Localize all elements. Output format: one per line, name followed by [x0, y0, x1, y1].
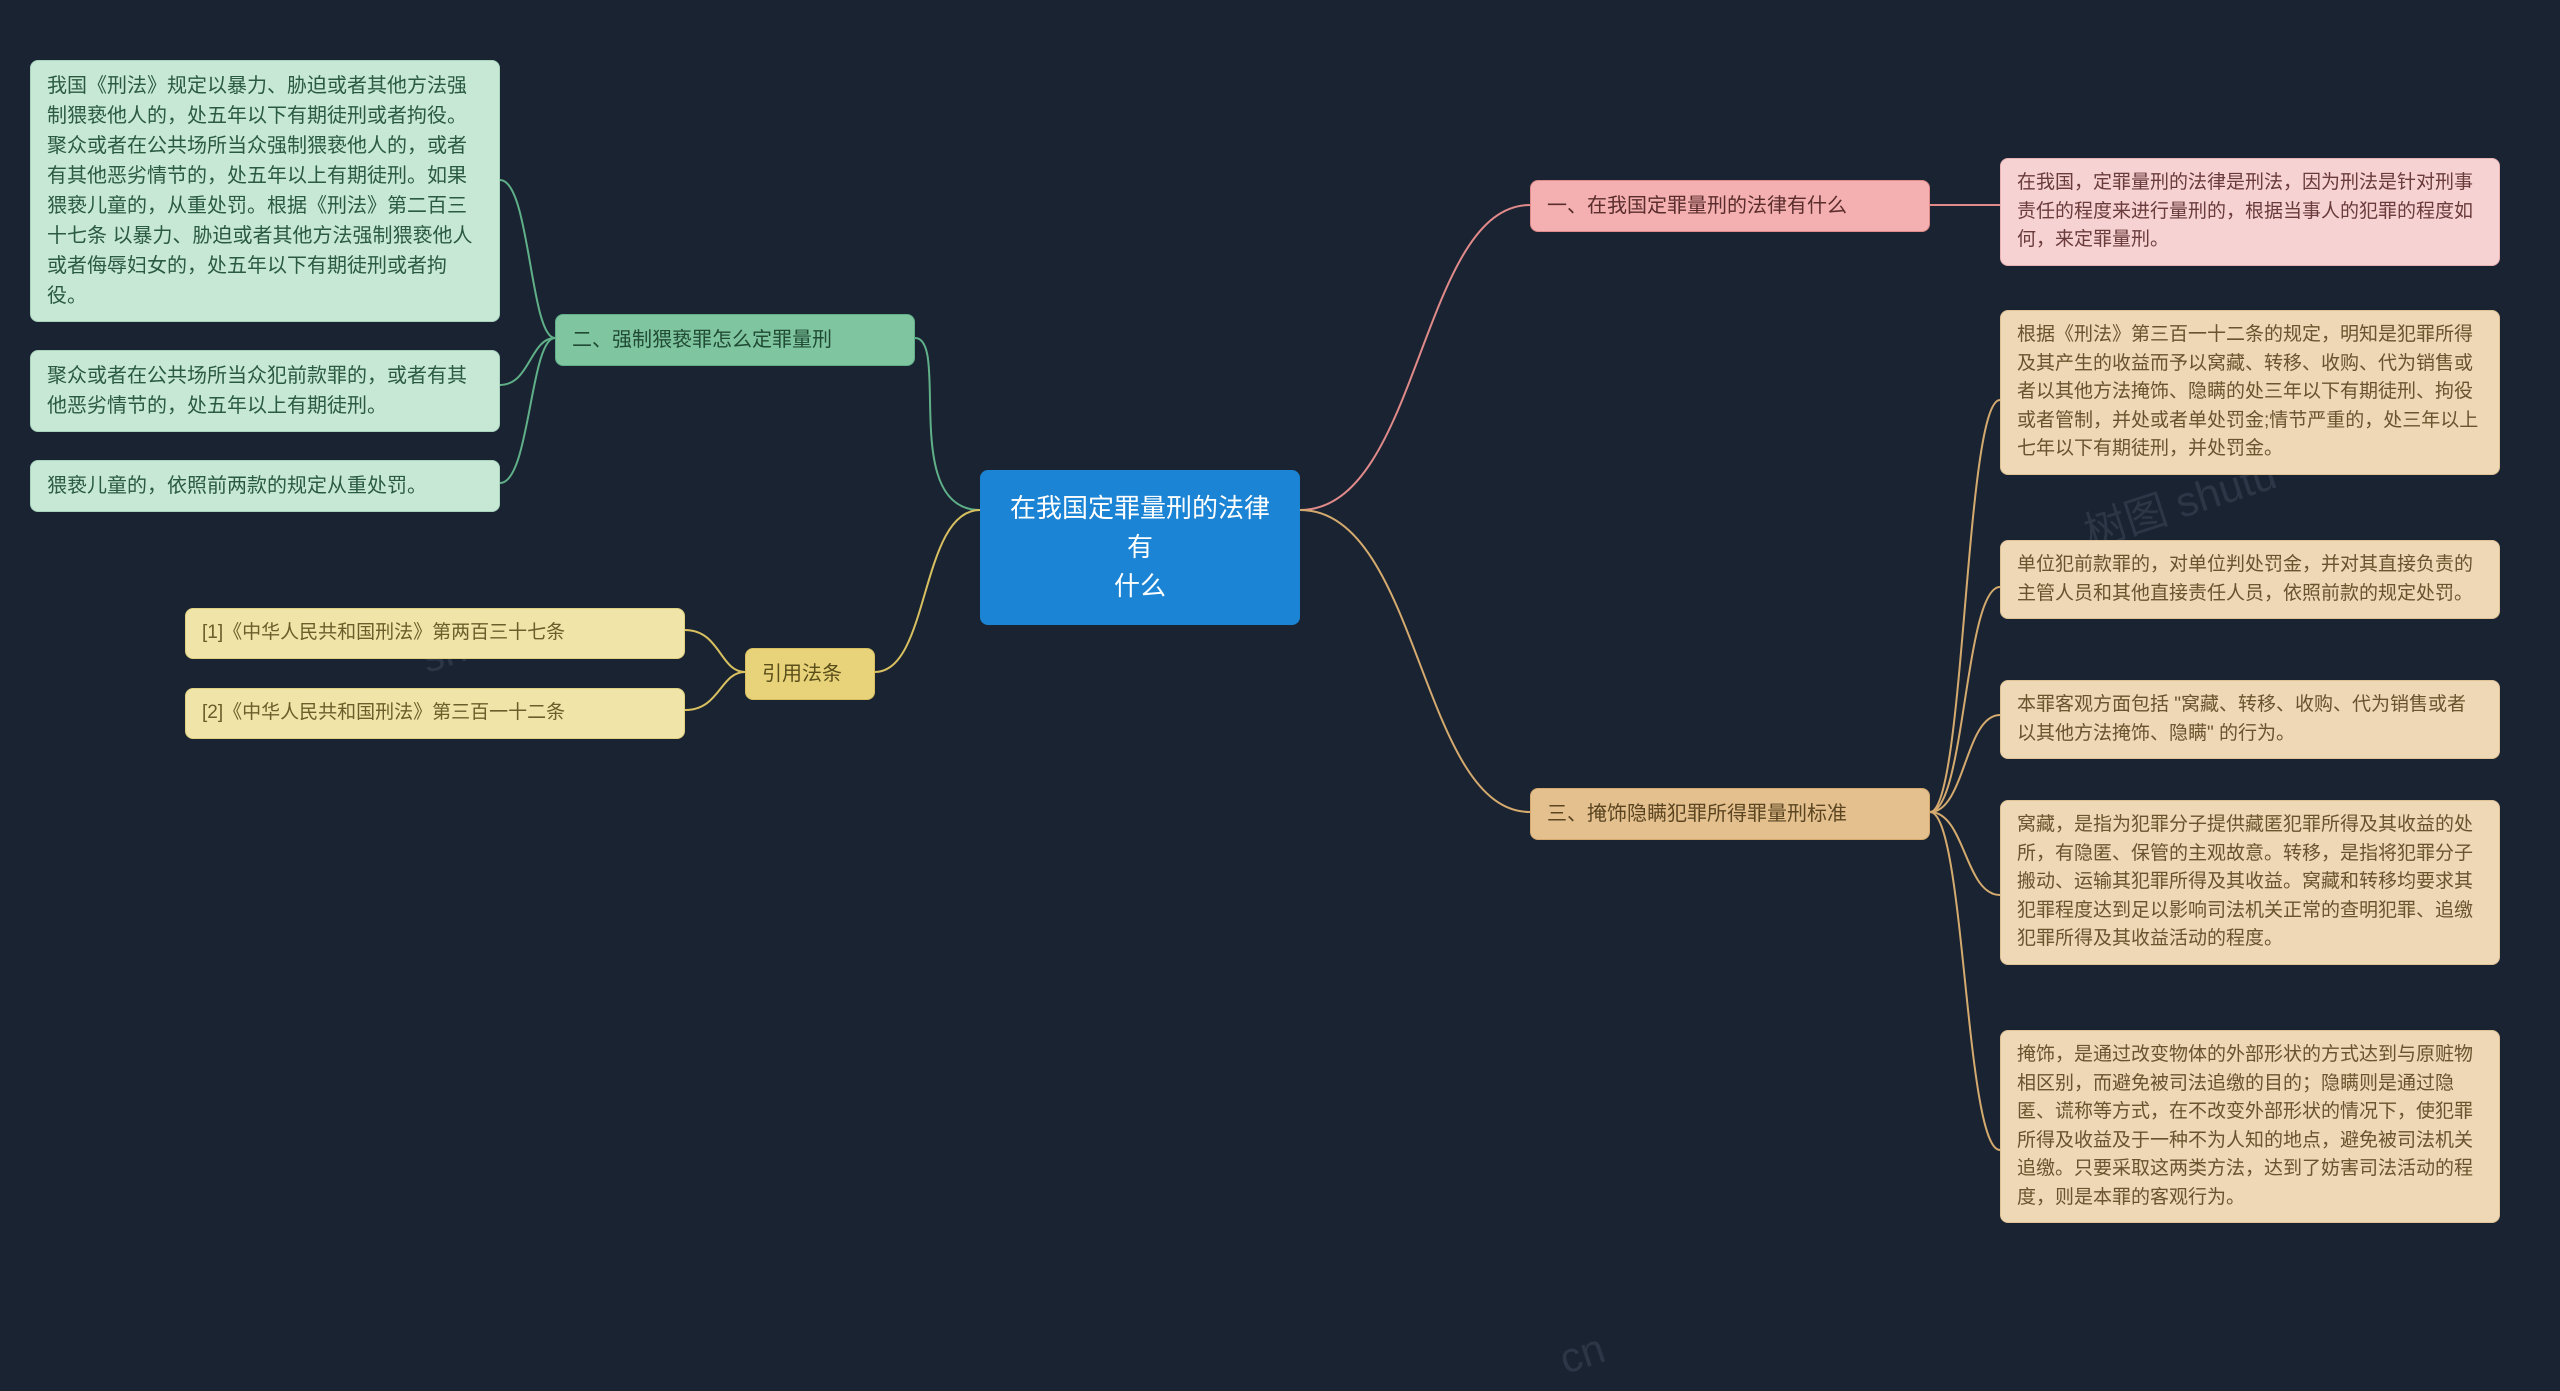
connector-path: [1300, 510, 1530, 812]
leaf-three-1[interactable]: 根据《刑法》第三百一十二条的规定，明知是犯罪所得及其产生的收益而予以窝藏、转移、…: [2000, 310, 2500, 475]
connector-path: [500, 338, 555, 385]
leaf-three-2-text: 单位犯前款罪的，对单位判处罚金，并对其直接负责的主管人员和其他直接责任人员，依照…: [2017, 554, 2473, 604]
leaf-two-3-text: 猥亵儿童的，依照前两款的规定从重处罚。: [47, 475, 427, 497]
connector-path: [1930, 812, 2000, 1150]
leaf-cite-1-text: [1]《中华人民共和国刑法》第两百三十七条: [202, 622, 565, 643]
leaf-two-1-text: 我国《刑法》规定以暴力、胁迫或者其他方法强制猥亵他人的，处五年以下有期徒刑或者拘…: [47, 75, 473, 307]
branch-two[interactable]: 二、强制猥亵罪怎么定罪量刑: [555, 314, 915, 366]
leaf-one-1-text: 在我国，定罪量刑的法律是刑法，因为刑法是针对刑事责任的程度来进行量刑的，根据当事…: [2017, 172, 2473, 250]
branch-cite[interactable]: 引用法条: [745, 648, 875, 700]
leaf-three-3[interactable]: 本罪客观方面包括 "窝藏、转移、收购、代为销售或者以其他方法掩饰、隐瞒" 的行为…: [2000, 680, 2500, 759]
connector-path: [1930, 400, 2000, 812]
connector-path: [1300, 205, 1530, 510]
leaf-cite-2[interactable]: [2]《中华人民共和国刑法》第三百一十二条: [185, 688, 685, 739]
leaf-three-4[interactable]: 窝藏，是指为犯罪分子提供藏匿犯罪所得及其收益的处所，有隐匿、保管的主观故意。转移…: [2000, 800, 2500, 965]
leaf-two-2-text: 聚众或者在公共场所当众犯前款罪的，或者有其他恶劣情节的，处五年以上有期徒刑。: [47, 365, 467, 417]
branch-two-label: 二、强制猥亵罪怎么定罪量刑: [572, 329, 832, 351]
branch-one-label: 一、在我国定罪量刑的法律有什么: [1547, 195, 1847, 217]
leaf-two-2[interactable]: 聚众或者在公共场所当众犯前款罪的，或者有其他恶劣情节的，处五年以上有期徒刑。: [30, 350, 500, 432]
connector-path: [685, 630, 745, 672]
connector-path: [685, 672, 745, 710]
connector-path: [1930, 715, 2000, 812]
leaf-three-3-text: 本罪客观方面包括 "窝藏、转移、收购、代为销售或者以其他方法掩饰、隐瞒" 的行为…: [2017, 694, 2466, 744]
root-label-line2: 什么: [1003, 567, 1277, 606]
connector-path: [1930, 812, 2000, 895]
root-node[interactable]: 在我国定罪量刑的法律有 什么: [980, 470, 1300, 625]
leaf-three-5[interactable]: 掩饰，是通过改变物体的外部形状的方式达到与原赃物相区别，而避免被司法追缴的目的；…: [2000, 1030, 2500, 1223]
root-label-line1: 在我国定罪量刑的法律有: [1010, 493, 1270, 562]
leaf-two-1[interactable]: 我国《刑法》规定以暴力、胁迫或者其他方法强制猥亵他人的，处五年以下有期徒刑或者拘…: [30, 60, 500, 322]
leaf-cite-2-text: [2]《中华人民共和国刑法》第三百一十二条: [202, 702, 565, 723]
connector-path: [915, 338, 980, 510]
leaf-two-3[interactable]: 猥亵儿童的，依照前两款的规定从重处罚。: [30, 460, 500, 512]
branch-cite-label: 引用法条: [762, 663, 842, 685]
connector-path: [1930, 587, 2000, 812]
leaf-three-2[interactable]: 单位犯前款罪的，对单位判处罚金，并对其直接负责的主管人员和其他直接责任人员，依照…: [2000, 540, 2500, 619]
connector-path: [875, 510, 980, 672]
branch-one[interactable]: 一、在我国定罪量刑的法律有什么: [1530, 180, 1930, 232]
branch-three[interactable]: 三、掩饰隐瞒犯罪所得罪量刑标准: [1530, 788, 1930, 840]
branch-three-label: 三、掩饰隐瞒犯罪所得罪量刑标准: [1547, 803, 1847, 825]
connector-path: [500, 180, 555, 338]
leaf-three-1-text: 根据《刑法》第三百一十二条的规定，明知是犯罪所得及其产生的收益而予以窝藏、转移、…: [2017, 324, 2478, 459]
mindmap-canvas: shutu树图 shutucn 在我国定罪量刑的法律有 什么 一、在我国定罪量刑…: [0, 0, 2560, 1391]
leaf-three-4-text: 窝藏，是指为犯罪分子提供藏匿犯罪所得及其收益的处所，有隐匿、保管的主观故意。转移…: [2017, 814, 2473, 949]
watermark: cn: [1554, 1324, 1611, 1383]
leaf-cite-1[interactable]: [1]《中华人民共和国刑法》第两百三十七条: [185, 608, 685, 659]
leaf-three-5-text: 掩饰，是通过改变物体的外部形状的方式达到与原赃物相区别，而避免被司法追缴的目的；…: [2017, 1044, 2473, 1208]
connector-path: [500, 338, 555, 483]
leaf-one-1[interactable]: 在我国，定罪量刑的法律是刑法，因为刑法是针对刑事责任的程度来进行量刑的，根据当事…: [2000, 158, 2500, 266]
